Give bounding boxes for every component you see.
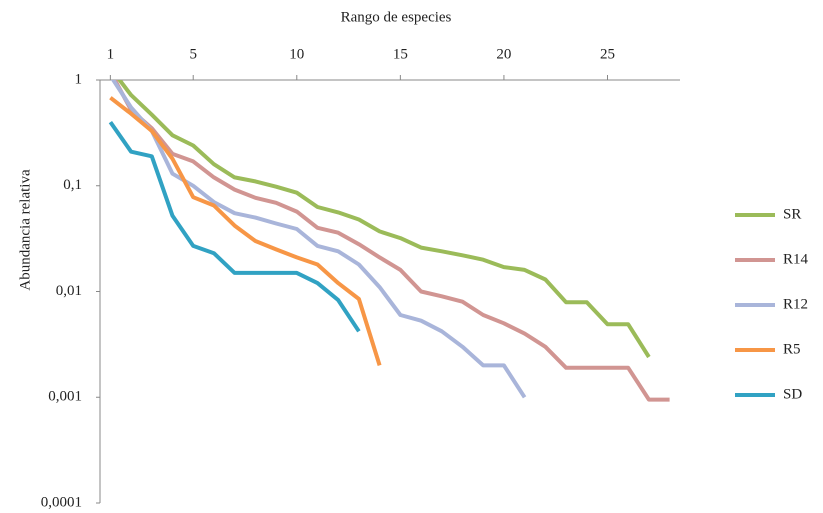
series-line — [117, 80, 651, 359]
x-tick-label: 1 — [107, 46, 115, 62]
x-axis-title: Rango de especies — [341, 9, 452, 25]
y-tick-label: 1 — [75, 71, 83, 87]
y-tick-label: 0,0001 — [41, 494, 82, 510]
y-tick-label: 0,001 — [48, 389, 82, 405]
series-line — [108, 120, 361, 333]
x-tick-label: 10 — [289, 46, 304, 62]
legend-label: SD — [783, 386, 802, 402]
x-tick-label: 20 — [496, 46, 511, 62]
series-line — [112, 80, 670, 402]
legend-label: R5 — [783, 341, 801, 357]
x-tick-label: 5 — [189, 46, 197, 62]
x-tick-label: 15 — [393, 46, 408, 62]
series-line — [109, 96, 382, 366]
legend-label: R12 — [783, 296, 808, 312]
legend-label: R14 — [783, 251, 809, 267]
plot-area — [108, 80, 670, 402]
y-axis-title: Abundancia relativa — [17, 169, 33, 291]
y-tick-label: 0,01 — [56, 283, 82, 299]
y-tick-label: 0,1 — [63, 177, 82, 193]
x-tick-label: 25 — [600, 46, 615, 62]
series-line — [110, 80, 527, 399]
legend-label: SR — [783, 206, 801, 222]
